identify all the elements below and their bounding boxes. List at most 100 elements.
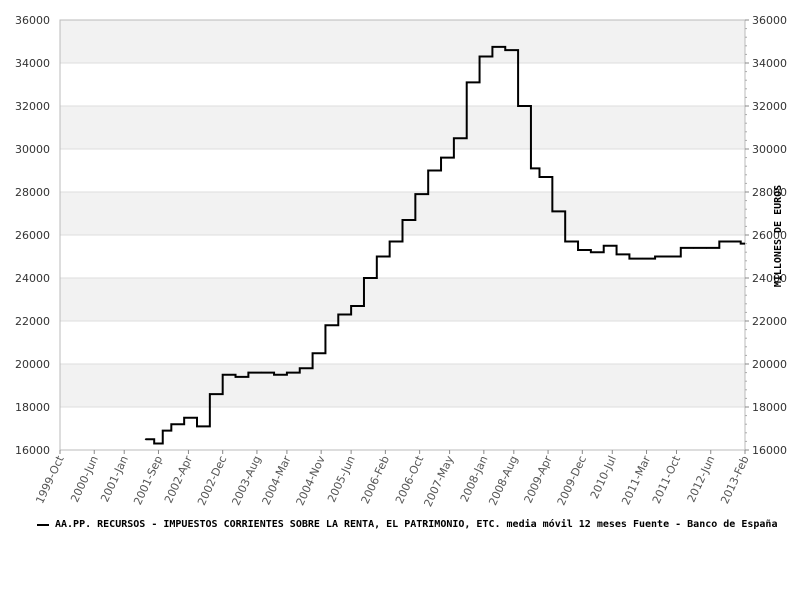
data-point: [273, 373, 275, 376]
x-tick-label: 2004-Nov: [294, 453, 329, 507]
x-tick-label: 2013-Feb: [718, 454, 752, 506]
data-point: [718, 240, 721, 243]
y-tick-label-left: 26000: [15, 229, 50, 242]
data-point: [247, 371, 250, 374]
y-tick-label-right: 26000: [752, 229, 787, 242]
chart-legend: AA.PP. RECURSOS - IMPUESTOS CORRIENTES S…: [37, 514, 800, 530]
data-point: [401, 219, 404, 221]
y-tick-label-left: 30000: [15, 143, 50, 156]
x-tick-label: 2012-Jun: [685, 454, 718, 505]
data-point: [209, 393, 211, 395]
data-point: [615, 253, 618, 256]
data-point: [517, 105, 519, 107]
x-tick-label: 2011-Mar: [619, 453, 653, 507]
y-tick-label-right: 22000: [752, 315, 787, 328]
data-point: [731, 240, 733, 243]
data-point: [427, 169, 429, 172]
data-point: [602, 244, 605, 247]
x-tick-label: 2006-Oct: [393, 453, 427, 506]
data-point: [654, 255, 656, 258]
x-tick-label: 2001-Sep: [131, 454, 165, 507]
data-point: [551, 210, 554, 213]
data-point: [628, 257, 631, 260]
x-tick-label: 2007-May: [421, 453, 456, 509]
data-point: [564, 240, 566, 243]
y-tick-label-left: 20000: [15, 358, 50, 371]
background-band: [60, 106, 745, 149]
y-tick-label-left: 34000: [15, 57, 50, 70]
data-point: [311, 352, 314, 355]
data-point: [363, 277, 365, 279]
x-tick-label: 2009-Dec: [555, 454, 589, 508]
data-point: [153, 442, 155, 445]
data-point: [234, 376, 237, 378]
data-point: [679, 247, 682, 249]
data-point: [298, 367, 301, 370]
y-tick-label-left: 28000: [15, 186, 50, 199]
y-tick-label-left: 24000: [15, 272, 50, 285]
x-tick-label: 2001-Jan: [98, 454, 131, 504]
data-point: [465, 81, 468, 84]
data-point: [739, 242, 742, 245]
x-tick-label: 2005-Jun: [325, 454, 358, 505]
data-point: [350, 305, 352, 307]
legend-line-swatch: [37, 523, 49, 526]
x-tick-label: 2004-Mar: [260, 453, 294, 507]
data-point: [388, 240, 391, 243]
y-tick-label-left: 36000: [15, 14, 50, 27]
y-axis-right-label: MILLONES DE EUROS: [773, 185, 784, 287]
x-tick-label: 1999-Oct: [33, 453, 67, 506]
data-point: [577, 249, 579, 251]
y-tick-label-right: 34000: [752, 57, 787, 70]
background-band: [60, 364, 745, 407]
y-tick-label-right: 36000: [752, 14, 787, 27]
chart-background-bands: [60, 20, 745, 407]
data-point: [478, 55, 481, 58]
data-point: [590, 251, 592, 253]
x-tick-label: 2011-Oct: [650, 453, 684, 506]
y-tick-label-right: 32000: [752, 100, 787, 113]
data-point: [504, 49, 507, 51]
data-point: [705, 247, 708, 249]
y-tick-label-left: 32000: [15, 100, 50, 113]
data-point: [196, 425, 198, 428]
x-tick-label: 2009-Apr: [522, 453, 555, 505]
data-point: [530, 167, 532, 170]
x-tick-label: 2002-Dec: [195, 454, 229, 508]
data-point: [453, 137, 455, 140]
data-point: [170, 423, 173, 426]
series-line: [145, 45, 745, 445]
data-point: [337, 313, 340, 316]
y-tick-label-left: 18000: [15, 401, 50, 414]
data-point: [183, 416, 185, 419]
y-tick-label-right: 28000: [752, 186, 787, 199]
data-point: [221, 373, 224, 376]
data-point: [440, 156, 442, 159]
data-point: [260, 371, 263, 374]
y-tick-label-right: 24000: [752, 272, 787, 285]
x-tick-label: 2008-Jan: [458, 454, 491, 504]
data-point: [491, 46, 494, 48]
y-tick-label-right: 30000: [752, 143, 787, 156]
background-band: [60, 20, 745, 63]
x-tick-label: 2000-Jun: [68, 454, 101, 505]
x-tick-label: 2008-Aug: [486, 454, 520, 508]
data-point: [144, 438, 147, 441]
y-tick-label-left: 16000: [15, 444, 50, 457]
data-point: [641, 257, 644, 260]
data-point: [414, 193, 417, 195]
y-axis-right: 16000 18000 20000 22000 24000 26000 28000 30000…: [745, 14, 787, 457]
chart-series-layer: [144, 45, 745, 445]
data-point: [324, 324, 327, 327]
data-point: [286, 371, 288, 374]
x-tick-label: 2002-Apr: [162, 453, 195, 505]
data-point: [667, 255, 669, 258]
data-point: [161, 429, 164, 432]
y-tick-label-left: 22000: [15, 315, 50, 328]
x-tick-label: 2003-Aug: [229, 454, 263, 508]
background-band: [60, 278, 745, 321]
y-tick-label-right: 16000: [752, 444, 787, 457]
y-tick-label-right: 20000: [752, 358, 787, 371]
